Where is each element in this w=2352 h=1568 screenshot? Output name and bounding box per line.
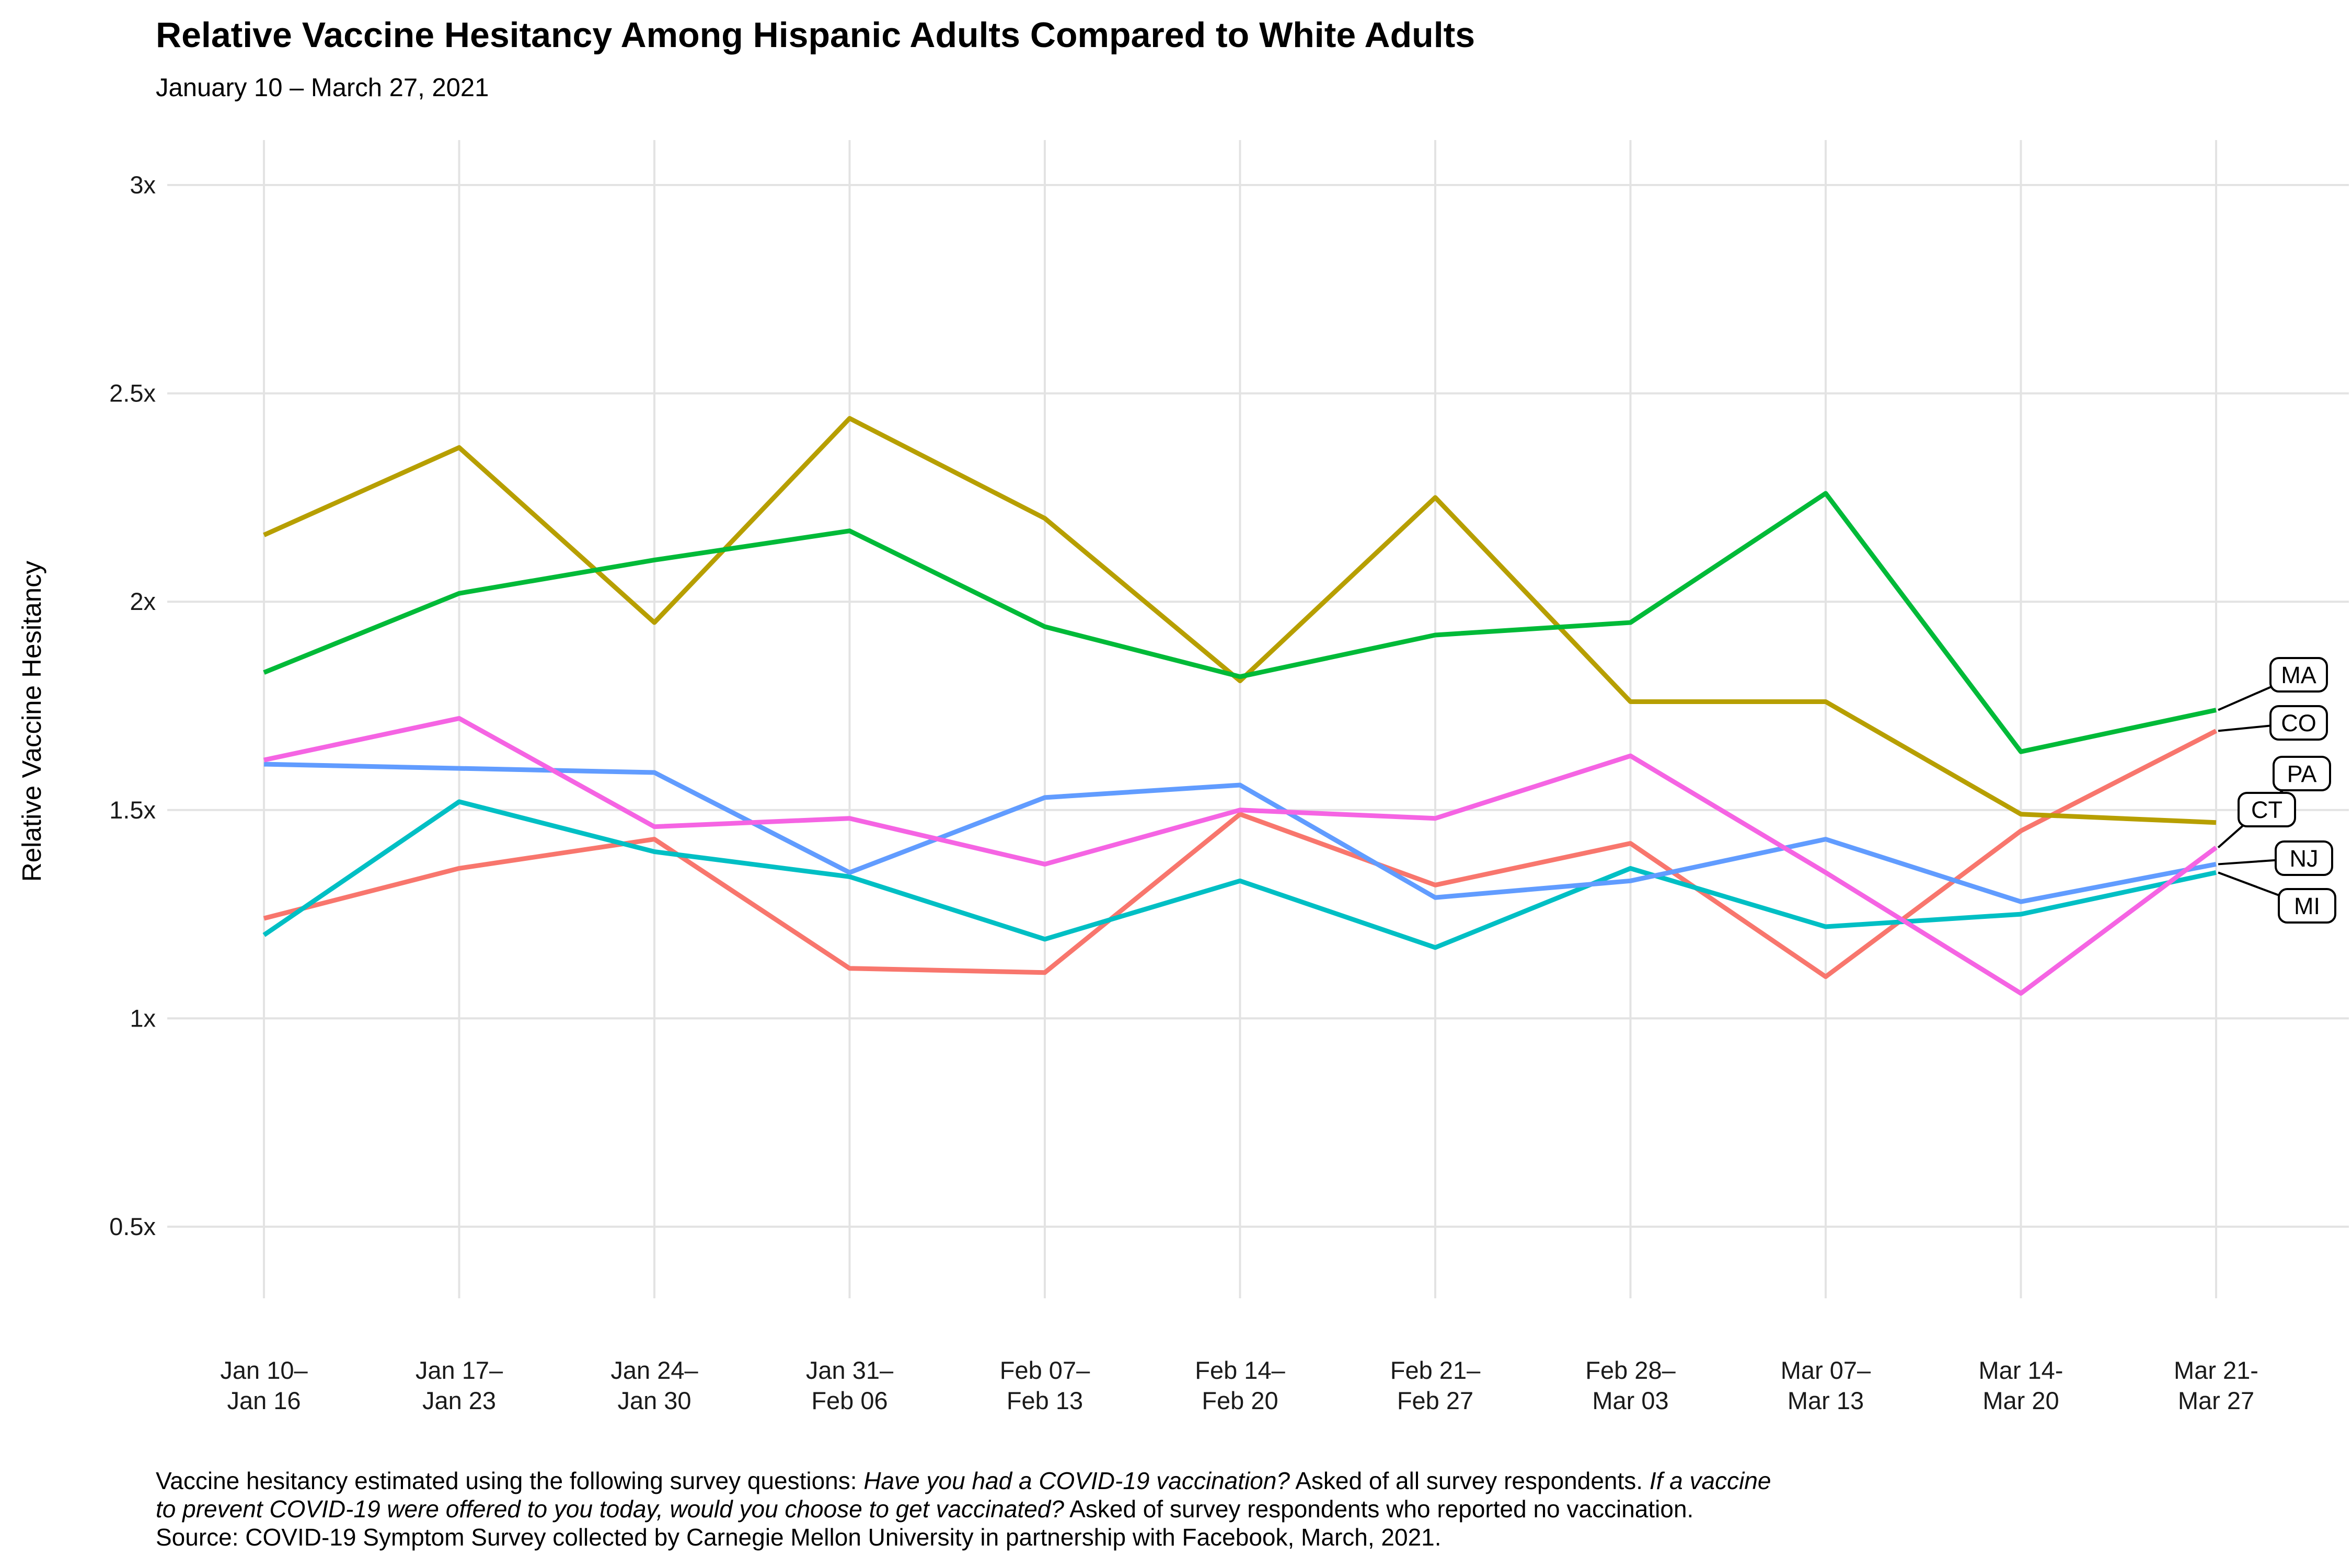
footnote-line: to prevent COVID-19 were offered to you … — [156, 1495, 2273, 1523]
series-line-mi — [262, 799, 2217, 950]
x-tick-label: Jan 17– — [416, 1356, 503, 1384]
x-tick-label: Feb 28– — [1585, 1356, 1676, 1384]
y-tick-label: 0.5x — [109, 1213, 156, 1240]
state-label-box-mi — [2278, 888, 2336, 924]
y-axis-title: Relative Vaccine Hesitancy — [17, 560, 47, 882]
x-tick-label: Feb 27 — [1397, 1387, 1473, 1414]
chart-title: Relative Vaccine Hesitancy Among Hispani… — [156, 15, 1475, 55]
y-tick-label: 1x — [130, 1004, 156, 1032]
x-tick-label: Feb 20 — [1202, 1387, 1278, 1414]
state-label-box-co — [2269, 705, 2328, 741]
x-tick-label: Jan 30 — [617, 1387, 691, 1414]
x-tick-label: Mar 03 — [1592, 1387, 1668, 1414]
x-tick-label: Feb 13 — [1007, 1387, 1083, 1414]
series-line-pa — [263, 716, 2218, 996]
state-label-box-ma — [2269, 657, 2328, 693]
footnote-line: Source: COVID-19 Symptom Survey collecte… — [156, 1523, 2273, 1551]
x-tick-label: Feb 06 — [811, 1387, 887, 1414]
state-label-pa: PA — [2287, 760, 2317, 787]
footnote-segment: Vaccine hesitancy estimated using the fo… — [156, 1467, 864, 1494]
x-tick-label: Mar 14- — [1979, 1356, 2063, 1384]
state-label-box-pa — [2273, 756, 2331, 791]
y-tick-label: 3x — [130, 171, 156, 199]
state-label-co: CO — [2281, 710, 2316, 736]
state-label-mi: MI — [2294, 893, 2320, 919]
x-tick-label: Mar 27 — [2178, 1387, 2254, 1414]
x-tick-label: Jan 10– — [220, 1356, 308, 1384]
x-tick-label: Mar 20 — [1982, 1387, 2059, 1414]
x-tick-label: Jan 16 — [227, 1387, 301, 1414]
x-tick-label: Mar 13 — [1788, 1387, 1864, 1414]
footnote-italic-segment: If a vaccine — [1649, 1467, 1771, 1494]
x-tick-label: Feb 14– — [1195, 1356, 1285, 1384]
state-label-nj: NJ — [2290, 845, 2319, 872]
x-tick-label: Jan 31– — [806, 1356, 894, 1384]
state-label-ct: CT — [2251, 797, 2282, 823]
x-tick-label: Mar 21- — [2174, 1356, 2258, 1384]
state-label-ma: MA — [2281, 662, 2316, 688]
footnote: Vaccine hesitancy estimated using the fo… — [156, 1467, 2273, 1551]
y-tick-label: 2x — [130, 587, 156, 615]
x-tick-label: Jan 23 — [422, 1387, 496, 1414]
x-tick-label: Mar 07– — [1781, 1356, 1871, 1384]
state-label-box-ct — [2238, 792, 2296, 827]
series-line-co — [263, 729, 2218, 979]
chart-subtitle: January 10 – March 27, 2021 — [156, 74, 489, 102]
series-line-ct — [263, 416, 2217, 825]
footnote-italic-segment: to prevent COVID-19 were offered to you … — [156, 1495, 1064, 1523]
footnote-segment: Asked of survey respondents who reported… — [1064, 1495, 1694, 1523]
series-line-ma — [263, 491, 2217, 754]
series-line-nj — [263, 762, 2217, 904]
state-label-box-nj — [2275, 840, 2333, 876]
x-tick-label: Feb 21– — [1390, 1356, 1481, 1384]
footnote-italic-segment: Have you had a COVID-19 vaccination? — [863, 1467, 1290, 1494]
x-tick-label: Feb 07– — [1000, 1356, 1090, 1384]
y-tick-label: 1.5x — [109, 796, 156, 824]
y-tick-label: 2.5x — [109, 379, 156, 407]
footnote-segment: Source: COVID-19 Symptom Survey collecte… — [156, 1524, 1442, 1551]
x-tick-label: Jan 24– — [610, 1356, 698, 1384]
footnote-line: Vaccine hesitancy estimated using the fo… — [156, 1467, 2273, 1495]
footnote-segment: Asked of all survey respondents. — [1290, 1467, 1650, 1494]
